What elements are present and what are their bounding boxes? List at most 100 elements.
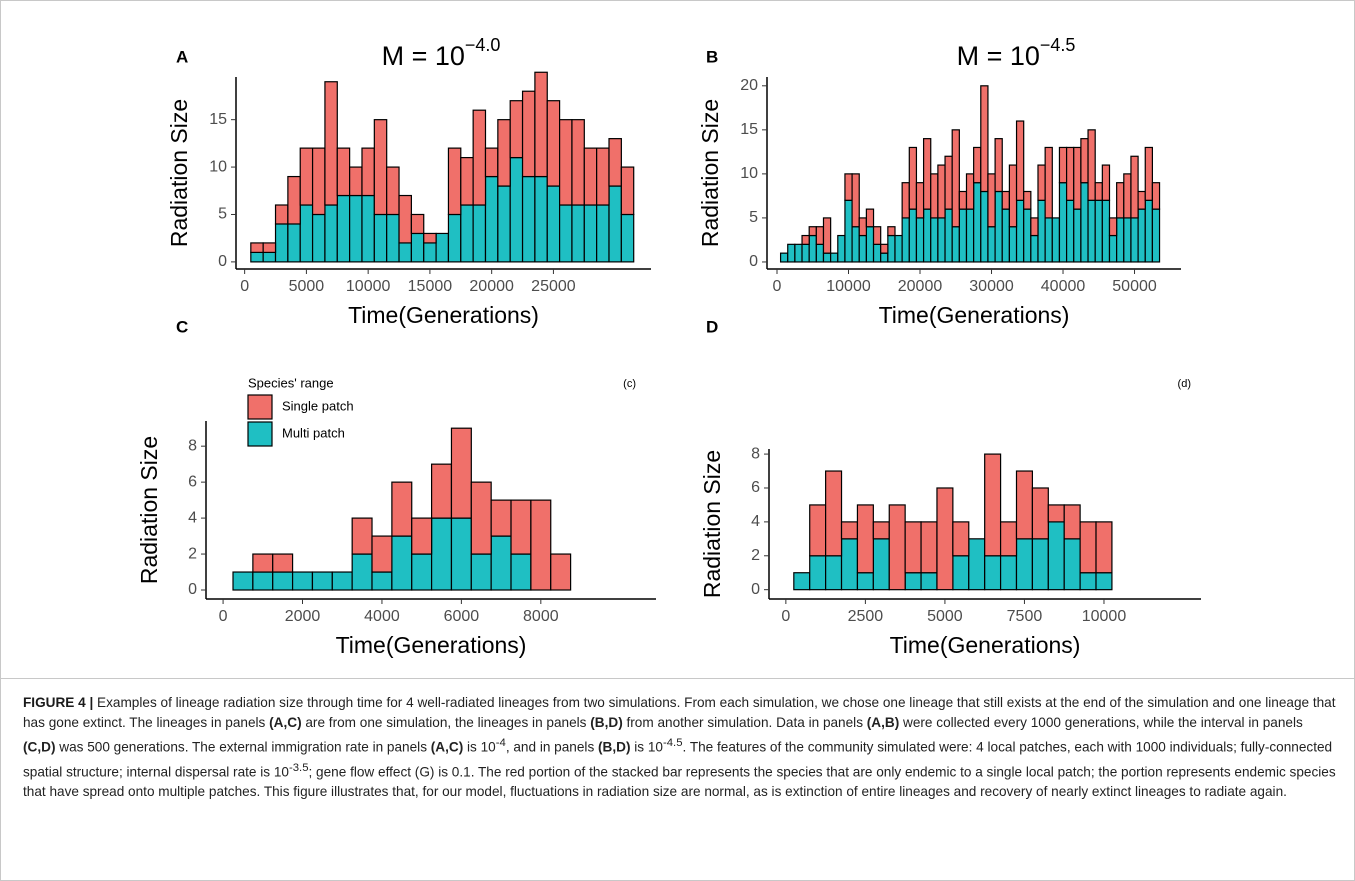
bar-segment — [801, 234, 810, 245]
x-tick-label: 0 — [219, 608, 228, 625]
bar-segment — [509, 100, 524, 159]
caption-bold: (C,D) — [23, 739, 56, 755]
bar-segment — [1079, 521, 1097, 574]
bar-segment — [299, 204, 314, 263]
bar-segment — [822, 217, 832, 254]
bar-segment — [250, 242, 264, 254]
bar-segment — [571, 119, 585, 206]
bar-segment — [510, 499, 532, 555]
x-tick-label: 30000 — [969, 278, 1014, 295]
bar-segment — [951, 226, 960, 263]
bar-segment — [973, 182, 982, 263]
bar-segment — [987, 226, 996, 263]
bar-segment — [447, 147, 462, 216]
bar-segment — [620, 213, 635, 263]
bar-segment — [608, 138, 622, 187]
bar-segment — [470, 481, 492, 555]
bar-segment — [331, 571, 353, 591]
bar-segment — [980, 85, 989, 193]
bar-segment — [952, 521, 970, 557]
bar-segment — [1087, 129, 1096, 201]
bar-segment — [1101, 199, 1111, 263]
bar-segment — [880, 243, 889, 254]
bar-segment — [391, 481, 413, 537]
bar-segment — [856, 504, 874, 574]
bar-segment — [1116, 182, 1125, 219]
bar-segment — [490, 499, 512, 537]
caption-text: . The features of the community simulate… — [23, 739, 1333, 780]
x-tick-label: 25000 — [531, 278, 576, 295]
bar-segment — [1015, 470, 1033, 540]
bar-segment — [596, 204, 610, 263]
bar-segment — [887, 234, 896, 263]
y-axis-title: Radiation Size — [697, 99, 723, 247]
bar-segment — [1137, 208, 1146, 263]
bar-segment — [987, 173, 996, 228]
bar-segment — [497, 185, 511, 263]
bar-segment — [872, 538, 890, 591]
bar-segment — [1095, 572, 1113, 591]
bar-segment — [287, 175, 301, 225]
bar-segment — [232, 571, 254, 591]
bar-segment — [808, 234, 817, 263]
bar-segment — [904, 572, 922, 591]
bar-segment — [1058, 182, 1068, 263]
bar-segment — [1094, 199, 1103, 263]
bar-segment — [430, 517, 453, 591]
bar-segment — [497, 119, 511, 187]
bar-segment — [423, 242, 437, 263]
bar-segment — [1080, 138, 1089, 184]
caption: FIGURE 4 | Examples of lineage radiation… — [23, 693, 1338, 802]
bar-segment — [583, 147, 598, 206]
y-tick-label: 15 — [209, 111, 227, 128]
bar-segment — [1031, 487, 1049, 540]
bar-segment — [944, 155, 953, 210]
bar-segment — [1051, 217, 1061, 263]
y-tick-label: 10 — [209, 158, 227, 175]
bar-segment — [958, 208, 968, 263]
bar-segment — [920, 572, 938, 591]
annotation: (d) — [1178, 378, 1191, 390]
caption-bold: (B,D) — [598, 739, 631, 755]
bar-segment — [894, 234, 903, 263]
y-tick-label: 20 — [740, 77, 758, 94]
caption-text: is 10 — [463, 739, 496, 755]
caption-bold: (A,B) — [866, 715, 900, 730]
caption-sup: -4 — [495, 737, 506, 749]
caption-text: Examples of lineage radiation size throu… — [23, 695, 1336, 730]
bar-segment — [908, 146, 918, 210]
bar-segment — [787, 243, 796, 263]
bar-segment — [915, 182, 925, 219]
caption-bold: (A,C) — [269, 715, 302, 730]
bar-segment — [460, 156, 474, 206]
x-tick-label: 6000 — [444, 608, 480, 625]
legend-label: Single patch — [282, 398, 354, 413]
bar-segment — [944, 208, 953, 263]
y-axis-title: Radiation Size — [136, 436, 162, 584]
bar-segment — [840, 521, 859, 540]
title-superscript: −4.0 — [465, 35, 501, 55]
chart-title: M = 10−4.5 — [957, 35, 1076, 71]
bar-segment — [373, 119, 388, 216]
x-axis-title: Time(Generations) — [348, 302, 539, 328]
bar-segment — [994, 138, 1003, 193]
bar-segment — [973, 146, 982, 184]
bar-segment — [1015, 538, 1033, 591]
bar-segment — [490, 535, 512, 591]
y-tick-label: 10 — [740, 165, 758, 182]
bar-segment — [351, 553, 373, 591]
caption-text: are from one simulation, the lineages in… — [301, 715, 591, 730]
bar-segment — [815, 226, 825, 245]
bar-segment — [809, 555, 827, 591]
bar-segment — [825, 555, 843, 591]
bar-segment — [965, 208, 975, 263]
bar-segment — [1151, 182, 1161, 210]
bar-segment — [793, 572, 811, 591]
bar-segment — [450, 427, 472, 519]
panel-label: B — [706, 47, 718, 66]
bar-segment — [968, 538, 986, 591]
bar-segment — [274, 223, 289, 263]
bar-segment — [1130, 155, 1139, 219]
bar-segment — [361, 147, 375, 197]
